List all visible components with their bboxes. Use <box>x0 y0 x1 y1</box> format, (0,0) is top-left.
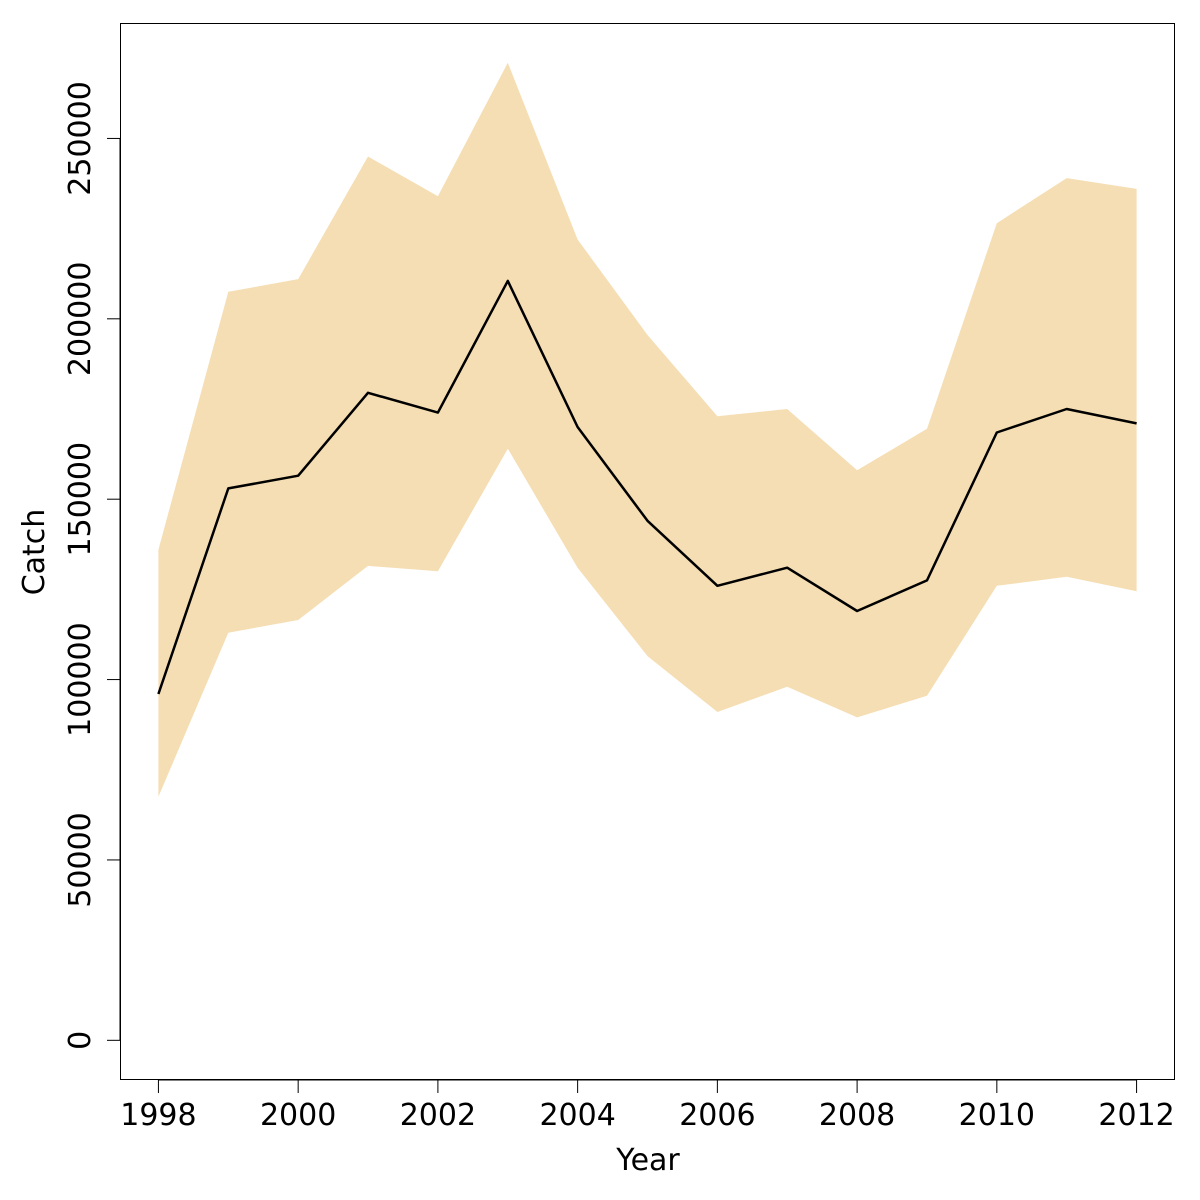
y-tick-label: 150000 <box>63 442 98 557</box>
x-tick-label: 1998 <box>120 1098 196 1133</box>
x-tick-label: 2010 <box>959 1098 1035 1133</box>
x-tick-label: 2000 <box>260 1098 336 1133</box>
y-axis: 0 50000 100000 150000 200000 250000 <box>63 81 121 1050</box>
confidence-band <box>158 62 1137 797</box>
x-tick-label: 2006 <box>679 1098 755 1133</box>
y-tick-label: 0 <box>63 1031 98 1050</box>
y-axis-title: Catch <box>17 509 52 596</box>
y-tick-label: 50000 <box>63 812 98 907</box>
x-axis-title: Year <box>615 1143 680 1178</box>
x-tick-label: 2004 <box>539 1098 615 1133</box>
x-axis: 1998 2000 2002 2004 2006 2008 2010 2012 <box>120 1079 1175 1133</box>
x-tick-label: 2012 <box>1098 1098 1174 1133</box>
y-tick-label: 200000 <box>63 262 98 377</box>
y-tick-label: 250000 <box>63 81 98 196</box>
y-tick-label: 100000 <box>63 622 98 737</box>
x-tick-label: 2002 <box>400 1098 476 1133</box>
x-tick-label: 2008 <box>819 1098 895 1133</box>
